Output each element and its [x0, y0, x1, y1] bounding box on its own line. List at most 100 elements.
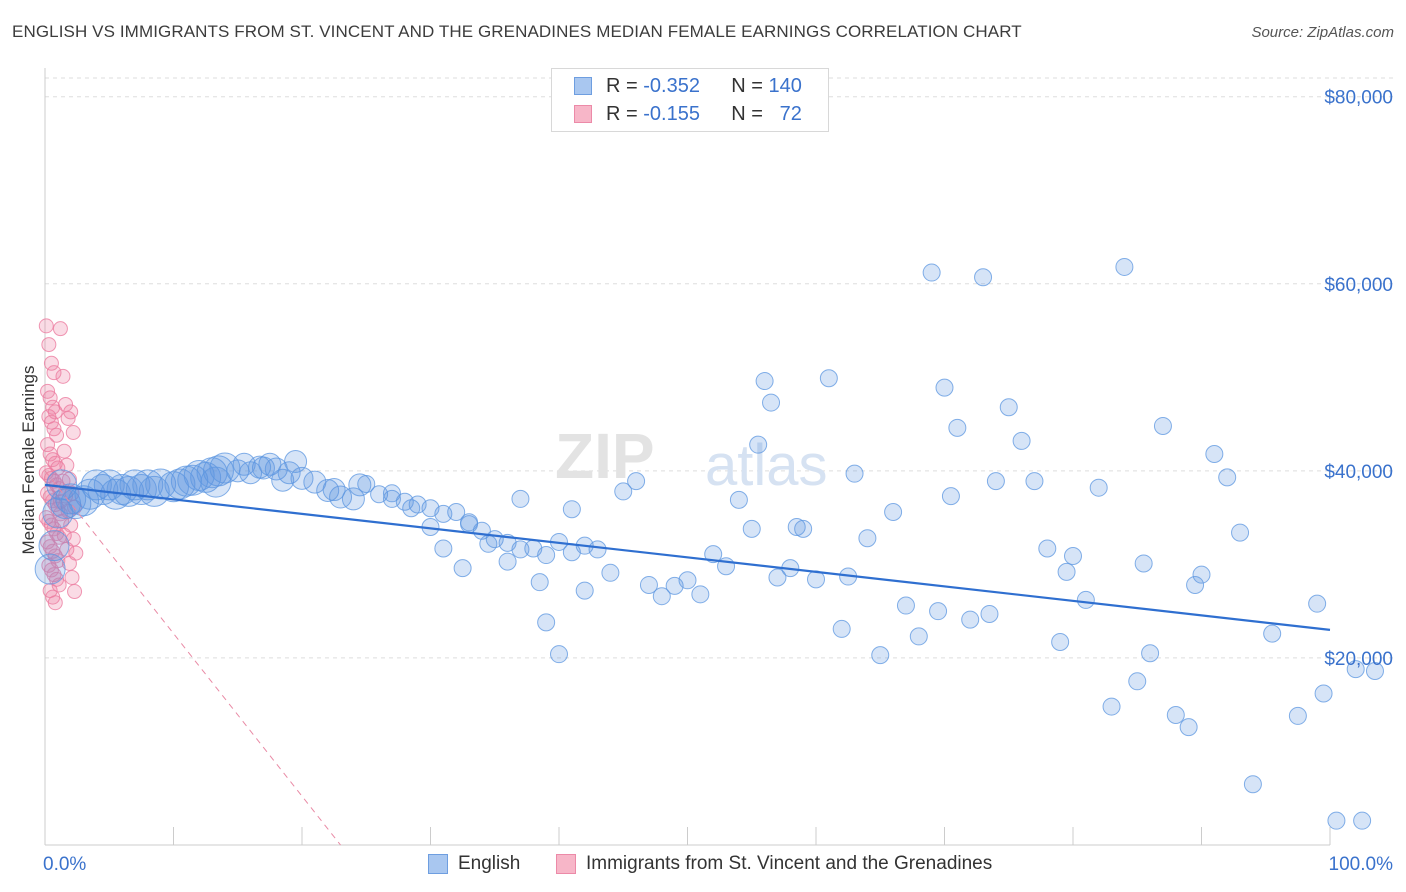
english-point — [1057, 562, 1076, 581]
legend-n-label: N = — [731, 74, 763, 97]
english-point — [322, 478, 346, 502]
english-point — [447, 503, 466, 522]
english-point — [55, 483, 87, 515]
english-point — [935, 378, 954, 397]
bottom-legend-english: English — [428, 852, 520, 876]
tick-labels: $20,000 $40,000 $60,000 $80,000 0.0% 100.0% — [43, 88, 1393, 875]
legend-label-immigrants: Immigrants from St. Vincent and the Gren… — [586, 853, 993, 874]
immigrants-point — [43, 355, 59, 371]
legend-label-english: English — [458, 853, 521, 874]
immigrants-point — [40, 534, 56, 550]
legend-swatch-english — [574, 77, 592, 95]
english-point — [113, 475, 145, 507]
y-axis-label: Median Female Earnings — [19, 366, 38, 555]
english-point — [1346, 660, 1365, 679]
immigrants-point — [55, 368, 71, 384]
english-point — [341, 487, 365, 511]
english-point — [909, 627, 928, 646]
english-point — [755, 372, 774, 391]
immigrants-point — [40, 437, 56, 453]
legend-r-label: R = — [606, 102, 638, 125]
english-point — [316, 478, 340, 502]
english-point — [402, 499, 421, 518]
english-point — [1288, 706, 1307, 725]
axes — [44, 68, 1331, 846]
english-point — [980, 604, 999, 623]
english-series — [34, 257, 1384, 830]
immigrants-trend-line — [44, 470, 341, 846]
immigrants-point — [43, 562, 59, 578]
english-point — [537, 546, 556, 565]
english-point — [601, 563, 620, 582]
immigrants-point — [56, 443, 72, 459]
english-point — [929, 602, 948, 621]
english-point — [537, 613, 556, 632]
english-point — [277, 461, 301, 485]
immigrants-point — [47, 595, 63, 611]
english-point — [845, 464, 864, 483]
english-point — [1218, 468, 1237, 487]
immigrants-point — [68, 545, 84, 561]
y-tick-label: $60,000 — [1324, 275, 1393, 296]
english-point — [1076, 590, 1095, 609]
english-point — [248, 455, 272, 479]
immigrants-point — [41, 557, 57, 573]
english-point — [177, 464, 209, 496]
english-point — [1314, 684, 1333, 703]
english-point — [562, 500, 581, 519]
english-point — [974, 268, 993, 287]
english-point — [704, 545, 723, 564]
immigrants-point — [46, 365, 62, 381]
legend-row-immigrants: R = -0.155 N = 72 — [574, 102, 802, 126]
legend-swatch-immigrants — [556, 854, 576, 874]
english-point — [34, 553, 66, 585]
english-point — [1327, 811, 1346, 830]
english-point — [530, 573, 549, 592]
english-point — [511, 489, 530, 508]
english-point — [284, 450, 308, 473]
legend-n-value: 140 — [768, 74, 802, 97]
english-point — [768, 568, 787, 587]
english-point — [652, 587, 671, 606]
immigrants-point — [52, 321, 68, 337]
english-point — [678, 571, 697, 590]
english-point — [1012, 431, 1031, 450]
english-point — [1365, 662, 1384, 681]
english-point — [575, 581, 594, 600]
english-point — [1243, 775, 1262, 794]
english-point — [884, 503, 903, 522]
english-point — [200, 466, 232, 498]
immigrants-point — [38, 318, 54, 334]
english-point — [348, 473, 372, 497]
english-point — [498, 552, 517, 571]
english-point — [729, 490, 748, 509]
english-point — [1205, 445, 1224, 464]
immigrants-point — [49, 427, 65, 443]
english-point — [1231, 523, 1250, 542]
english-point — [1141, 644, 1160, 663]
english-point — [1153, 416, 1172, 435]
immigrants-point — [67, 584, 83, 600]
english-point — [1115, 257, 1134, 276]
english-point — [453, 559, 472, 578]
english-point — [832, 619, 851, 638]
correlation-legend: R = -0.352 N = 140 R = -0.155 N = 72 — [551, 68, 829, 132]
english-point — [1308, 594, 1327, 613]
english-point — [742, 519, 761, 538]
english-point — [460, 513, 479, 532]
english-point — [691, 585, 710, 604]
english-point — [588, 540, 607, 559]
legend-swatch-immigrants — [574, 105, 592, 123]
english-point — [941, 487, 960, 506]
english-point — [511, 540, 530, 559]
y-tick-label: $80,000 — [1324, 88, 1393, 109]
english-point — [896, 596, 915, 615]
english-point — [271, 468, 295, 492]
english-point — [1128, 672, 1147, 691]
immigrants-point — [45, 399, 61, 415]
english-point — [119, 469, 151, 501]
x-tick-label-max: 100.0% — [1329, 854, 1394, 875]
english-point — [479, 534, 498, 553]
english-point — [999, 398, 1018, 417]
source-credit: Source: ZipAtlas.com — [1251, 24, 1394, 41]
